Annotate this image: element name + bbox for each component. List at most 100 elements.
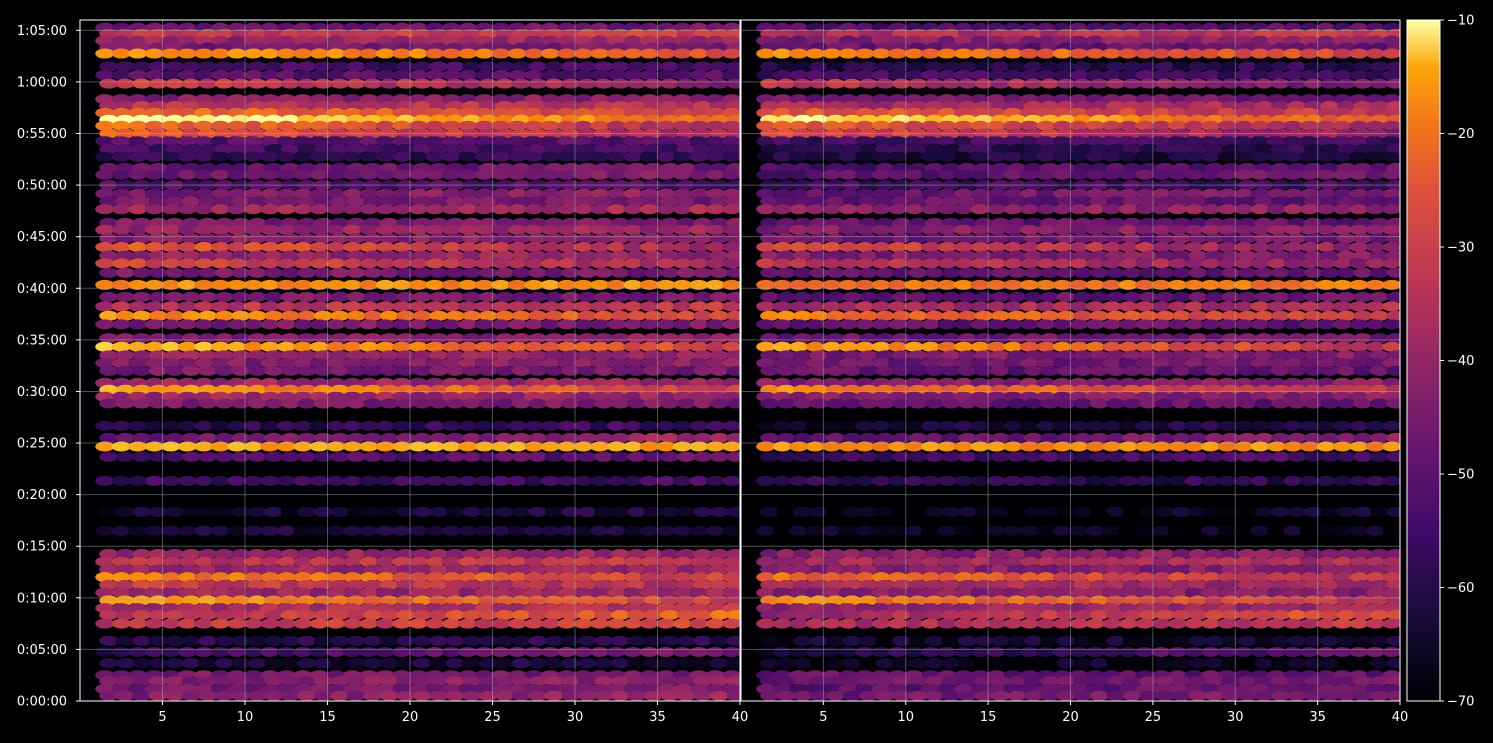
heatmap-cell xyxy=(412,548,432,559)
heatmap-cell xyxy=(606,70,626,81)
heatmap-cell xyxy=(128,242,148,252)
heatmap-cell xyxy=(660,595,680,606)
heatmap-cell xyxy=(756,341,776,352)
heatmap-cell xyxy=(198,451,218,462)
heatmap-cell xyxy=(726,180,740,191)
heatmap-cell xyxy=(772,48,792,59)
heatmap-cell xyxy=(243,188,263,199)
heatmap-cell xyxy=(590,136,610,147)
heatmap-cell xyxy=(227,120,247,131)
heatmap-cell xyxy=(1168,475,1188,486)
heatmap-cell xyxy=(1003,169,1023,180)
heatmap-cell xyxy=(1336,610,1356,621)
heatmap-cell xyxy=(375,224,395,235)
heatmap-cell xyxy=(974,291,994,302)
heatmap-cell xyxy=(148,365,168,376)
heatmap-cell xyxy=(660,398,680,409)
heatmap-cell xyxy=(462,564,482,575)
heatmap-cell xyxy=(1365,279,1385,290)
heatmap-cell xyxy=(1254,310,1274,321)
heatmap-cell xyxy=(1056,128,1076,139)
heatmap-cell xyxy=(214,579,234,590)
heatmap-cell xyxy=(1254,595,1274,606)
heatmap-cell xyxy=(1287,398,1307,409)
heatmap-cell xyxy=(842,564,862,575)
heatmap-cell xyxy=(445,595,465,606)
heatmap-cell xyxy=(1320,143,1340,154)
heatmap-cell xyxy=(1122,595,1142,606)
heatmap-cell xyxy=(590,224,610,235)
heatmap-cell xyxy=(458,572,478,583)
heatmap-cell xyxy=(722,151,740,162)
heatmap-cell xyxy=(709,564,729,575)
heatmap-cell xyxy=(1221,432,1241,443)
heatmap-cell xyxy=(342,587,362,598)
heatmap-cell xyxy=(1254,451,1274,462)
heatmap-cell xyxy=(462,143,482,154)
heatmap-cell xyxy=(705,420,725,431)
heatmap-cell xyxy=(445,658,465,669)
heatmap-cell xyxy=(194,120,214,131)
heatmap-cell xyxy=(1069,151,1089,162)
heatmap-cell xyxy=(937,301,957,312)
heatmap-cell xyxy=(1036,242,1056,252)
heatmap-cell xyxy=(639,572,659,583)
heatmap-cell xyxy=(1040,506,1060,517)
heatmap-cell xyxy=(1349,525,1369,536)
heatmap-cell xyxy=(115,61,135,72)
heatmap-cell xyxy=(441,169,461,180)
heatmap-cell xyxy=(1003,188,1023,199)
heatmap-cell xyxy=(132,635,152,646)
heatmap-cell xyxy=(342,525,362,536)
heatmap-cell xyxy=(132,267,152,278)
heatmap-cell xyxy=(1168,319,1188,330)
heatmap-cell xyxy=(1336,432,1356,443)
heatmap-cell xyxy=(528,548,548,559)
heatmap-cell xyxy=(957,78,977,89)
heatmap-cell xyxy=(441,136,461,147)
heatmap-cell xyxy=(990,564,1010,575)
heatmap-cell xyxy=(594,658,614,669)
heatmap-cell xyxy=(920,279,940,290)
heatmap-cell xyxy=(986,475,1006,486)
heatmap-cell xyxy=(892,78,912,89)
heatmap-cell xyxy=(491,646,511,657)
heatmap-cell xyxy=(1303,365,1323,376)
heatmap-cell xyxy=(760,291,780,302)
heatmap-cell xyxy=(627,506,647,517)
heatmap-cell xyxy=(144,341,164,352)
heatmap-cell xyxy=(511,196,531,207)
heatmap-cell xyxy=(260,319,280,330)
heatmap-cell xyxy=(264,579,284,590)
heatmap-cell xyxy=(643,291,663,302)
heatmap-cell xyxy=(1316,475,1336,486)
heatmap-cell xyxy=(627,250,647,261)
heatmap-cell xyxy=(772,279,792,290)
heatmap-cell xyxy=(822,475,842,486)
heatmap-cell xyxy=(722,279,740,290)
heatmap-cell xyxy=(1205,451,1225,462)
heatmap-cell xyxy=(264,658,284,669)
heatmap-cell xyxy=(859,579,879,590)
heatmap-cell xyxy=(214,365,234,376)
heatmap-cell xyxy=(789,358,809,369)
heatmap-cell xyxy=(1270,350,1290,361)
heatmap-cell xyxy=(822,279,842,290)
heatmap-cell xyxy=(822,258,842,269)
heatmap-cell xyxy=(1106,564,1126,575)
heatmap-cell xyxy=(1233,341,1253,352)
heatmap-cell xyxy=(953,136,973,147)
heatmap-cell xyxy=(1221,333,1241,344)
heatmap-cell xyxy=(1155,310,1175,321)
heatmap-cell xyxy=(643,432,663,443)
heatmap-cell xyxy=(313,506,333,517)
heatmap-cell xyxy=(888,572,908,583)
heatmap-cell xyxy=(1007,333,1027,344)
heatmap-cell xyxy=(478,635,498,646)
heatmap-cell xyxy=(676,658,696,669)
heatmap-cell xyxy=(1299,475,1319,486)
heatmap-cell xyxy=(264,267,284,278)
heatmap-cell xyxy=(99,61,119,72)
heatmap-cell xyxy=(1303,78,1323,89)
heatmap-cell xyxy=(544,180,564,191)
